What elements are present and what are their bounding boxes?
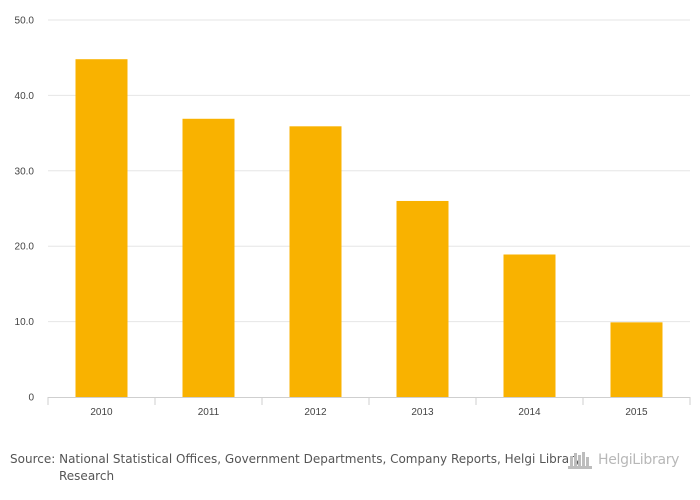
x-tick-label: 2011 xyxy=(198,407,220,418)
y-tick-label: 0 xyxy=(28,393,34,404)
y-axis: 0 10.0 20.0 30.0 40.0 50.0 xyxy=(15,16,35,404)
x-tick-label: 2012 xyxy=(304,407,327,418)
y-tick-label: 20.0 xyxy=(15,242,35,253)
bar xyxy=(503,254,556,397)
y-tick-label: 50.0 xyxy=(15,16,35,27)
gridlines xyxy=(48,19,690,323)
y-tick-label: 10.0 xyxy=(15,317,35,328)
x-tick-label: 2010 xyxy=(90,407,113,418)
y-tick-label: 30.0 xyxy=(15,166,35,177)
bar xyxy=(75,59,128,397)
x-tick-label: 2013 xyxy=(411,407,434,418)
y-tick-label: 40.0 xyxy=(15,91,35,102)
bar-chart: 010.020.030.040.050.0 2010 2011 2012 2013 20… xyxy=(15,16,691,418)
source-label: Source: xyxy=(10,452,56,466)
bar xyxy=(289,126,342,398)
bar-series xyxy=(75,59,663,398)
helgi-library-logo-icon xyxy=(568,452,592,469)
brand-name: HelgiLibrary xyxy=(598,452,680,468)
bar xyxy=(396,200,449,397)
bar xyxy=(610,322,663,397)
x-tick-label: 2015 xyxy=(625,407,648,418)
source-text: National Statistical Offices, Government… xyxy=(59,452,582,483)
source-note: Source: National Statistical Offices, Go… xyxy=(10,451,589,485)
brand-logo: HelgiLibrary xyxy=(568,448,679,472)
x-axis: 2010 2011 2012 2013 2014 2015 xyxy=(47,397,691,418)
x-tick-label: 2014 xyxy=(518,407,541,418)
bar xyxy=(182,118,235,398)
